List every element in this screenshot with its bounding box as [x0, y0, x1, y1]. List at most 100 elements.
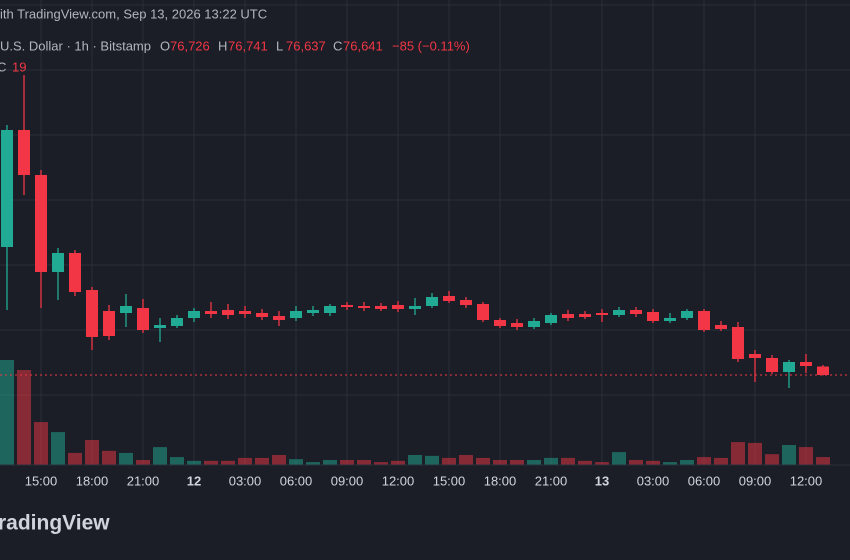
- candle-body: [307, 310, 319, 313]
- volume-bar: [408, 455, 422, 465]
- volume-bar: [765, 454, 779, 465]
- volume-bar: [731, 442, 745, 465]
- legend-value: 76,726: [170, 38, 210, 53]
- x-tick-label: 21:00: [127, 473, 160, 488]
- candle-body: [494, 320, 506, 326]
- volume-bar: [306, 462, 320, 465]
- legend-value: 76,741: [228, 38, 268, 53]
- candle-body: [545, 315, 557, 323]
- volume-bar: [629, 460, 643, 465]
- candle-body: [290, 311, 302, 318]
- volume-bar: [663, 462, 677, 465]
- brand: radingView: [0, 512, 110, 535]
- volume-bar: [68, 452, 82, 465]
- candle-body: [137, 308, 149, 330]
- volume-bar: [799, 447, 813, 465]
- candle-body: [52, 253, 64, 272]
- candle-body: [664, 318, 676, 321]
- candle-body: [732, 327, 744, 359]
- volume-bar: [0, 360, 14, 465]
- volume-bar: [119, 452, 133, 465]
- candle-body: [103, 311, 115, 336]
- candle-body: [324, 306, 336, 313]
- volume-bar: [544, 457, 558, 465]
- candle-body: [579, 314, 591, 317]
- volume-value: 19: [12, 59, 26, 74]
- candle-body: [783, 362, 795, 372]
- plot: [0, 75, 850, 465]
- volume-bar: [561, 457, 575, 465]
- candle-body: [273, 316, 285, 320]
- legend-key: H: [218, 38, 227, 53]
- source: ith TradingView.com, Sep 13, 2026 13:22 …: [0, 6, 267, 21]
- legend-value: 76,637: [286, 38, 326, 53]
- candle-body: [409, 306, 421, 309]
- volume-bar: [425, 455, 439, 465]
- candle-body: [460, 300, 472, 305]
- volume-bar: [697, 457, 711, 465]
- volume-bar: [646, 460, 660, 465]
- volume-bar: [442, 457, 456, 465]
- volume-bar: [289, 459, 303, 465]
- candle-body: [613, 310, 625, 315]
- volume-bar: [255, 457, 269, 465]
- candle-body: [205, 311, 217, 314]
- volume-bar: [510, 460, 524, 465]
- x-tick-label: 03:00: [229, 473, 262, 488]
- volume-bar: [272, 455, 286, 465]
- candle-body: [171, 318, 183, 326]
- candle-body: [477, 304, 489, 320]
- volume-bar: [816, 457, 830, 465]
- change: −85 (−0.11%): [392, 38, 470, 53]
- x-tick-label: 12:00: [382, 473, 415, 488]
- x-tick-label: 18:00: [76, 473, 109, 488]
- x-tick-label: 13: [595, 473, 609, 488]
- legend-key: O: [160, 38, 170, 53]
- candle-body: [358, 306, 370, 308]
- candle-body: [817, 366, 829, 375]
- x-tick-label: 15:00: [433, 473, 466, 488]
- volume-bar: [748, 442, 762, 465]
- volume-bar: [204, 460, 218, 465]
- volume-bar: [782, 445, 796, 465]
- x-axis: 15:00 18:00 21:00 12 03:00 06:00 09:00 12:00 15:…: [25, 473, 823, 488]
- volume-bar: [85, 440, 99, 465]
- legend-key: C: [333, 38, 342, 53]
- candle-body: [341, 305, 353, 307]
- volume-bar: [595, 462, 609, 465]
- volume-bar: [102, 450, 116, 465]
- candle-body: [69, 253, 81, 292]
- symbol: U.S. Dollar · 1h · Bitstamp: [0, 38, 151, 53]
- candle-body: [698, 311, 710, 330]
- volume-bar: [170, 457, 184, 465]
- candle-body: [256, 313, 268, 317]
- volume-bar: [323, 460, 337, 465]
- candle-body: [154, 325, 166, 328]
- candle-body: [239, 311, 251, 314]
- candle-body: [222, 310, 234, 315]
- x-tick-label: 09:00: [739, 473, 772, 488]
- legend-key: L: [276, 38, 283, 53]
- candle-body: [392, 305, 404, 309]
- candle-body: [426, 297, 438, 306]
- volume-bar: [578, 460, 592, 465]
- candle-body: [528, 321, 540, 327]
- ohlc-legend: O 76,726 H 76,741 L 76,637 C 76,641: [160, 38, 383, 53]
- volume-bar: [51, 432, 65, 465]
- candle-body: [681, 311, 693, 318]
- volume-bar: [476, 457, 490, 465]
- candle-body: [749, 354, 761, 358]
- candle-body: [630, 310, 642, 314]
- candle-body: [86, 290, 98, 337]
- x-tick-label: 15:00: [25, 473, 58, 488]
- volume-bar: [459, 455, 473, 465]
- volume-bar: [391, 460, 405, 465]
- volume-bar: [374, 462, 388, 465]
- volume-bar: [714, 457, 728, 465]
- candle-body: [35, 175, 47, 272]
- volume-bar: [136, 460, 150, 465]
- volume-bar: [153, 447, 167, 465]
- candle-body: [562, 314, 574, 318]
